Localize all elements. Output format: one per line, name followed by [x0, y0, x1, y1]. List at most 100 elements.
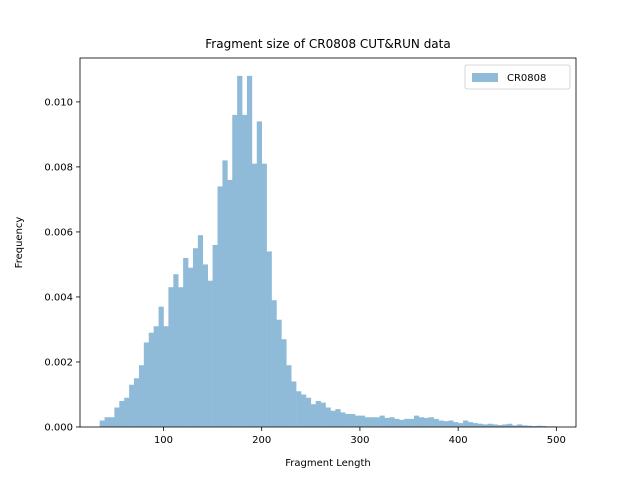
histogram-bar — [266, 251, 272, 427]
histogram-bar — [502, 424, 508, 427]
histogram-bar — [138, 365, 145, 427]
histogram-bar — [536, 425, 542, 427]
histogram-bar — [409, 418, 415, 427]
histogram-bar — [197, 235, 204, 427]
histogram-bar — [153, 326, 159, 427]
histogram-bar — [242, 114, 248, 427]
legend-swatch — [472, 73, 498, 82]
histogram-bar — [134, 378, 140, 427]
x-axis-ticks: 100 200 300 400 500 — [154, 427, 566, 446]
histogram-bar — [178, 287, 184, 427]
histogram-bar — [482, 424, 488, 427]
histogram-bar — [163, 326, 169, 427]
histogram-bar — [467, 422, 474, 427]
histogram-bar — [256, 121, 263, 427]
histogram-bar — [129, 384, 135, 427]
histogram-bar — [305, 397, 312, 427]
histogram-bar — [350, 413, 356, 427]
x-axis-label: Fragment Length — [285, 458, 370, 469]
histogram-bar — [374, 417, 380, 427]
histogram-bar — [458, 423, 464, 427]
y-tick-label: 0.006 — [44, 227, 73, 238]
legend-label: CR0808 — [507, 73, 546, 84]
histogram-bars — [99, 75, 557, 428]
histogram-bar — [300, 394, 307, 427]
histogram-bar — [463, 420, 469, 427]
histogram-bar — [227, 179, 233, 427]
histogram-bar — [158, 306, 164, 427]
y-tick-label: 0.008 — [44, 162, 73, 173]
histogram-bar — [364, 417, 371, 427]
histogram-bar — [246, 75, 253, 428]
histogram-bar — [232, 114, 238, 427]
histogram-bar — [251, 163, 258, 427]
y-axis-label: Frequency — [14, 217, 25, 269]
histogram-bar — [237, 75, 243, 428]
histogram-bar — [183, 257, 189, 427]
histogram-bar — [394, 418, 400, 427]
histogram-bar — [296, 391, 302, 427]
histogram-bar — [271, 300, 277, 427]
x-tick-label: 400 — [449, 435, 468, 446]
histogram-bar — [104, 417, 110, 427]
histogram-bar — [512, 425, 518, 427]
histogram-bar — [433, 418, 439, 427]
histogram-bar — [404, 418, 410, 427]
chart-title: Fragment size of CR0808 CUT&RUN data — [205, 37, 450, 51]
histogram-bar — [143, 342, 150, 427]
histogram-bar — [168, 287, 174, 427]
histogram-bar — [276, 319, 282, 427]
histogram-bar — [487, 423, 493, 427]
histogram-bar — [472, 423, 479, 427]
x-tick-label: 300 — [350, 435, 369, 446]
histogram-bar — [222, 160, 228, 427]
y-tick-label: 0.004 — [44, 292, 73, 303]
histogram-bar — [345, 413, 351, 427]
histogram-bar — [521, 425, 528, 427]
histogram-bar — [340, 412, 346, 427]
histogram-bar — [325, 407, 331, 427]
histogram-bar — [202, 264, 208, 427]
histogram-bar — [526, 425, 533, 427]
histogram-bar — [492, 424, 498, 427]
histogram-bar — [330, 410, 336, 427]
histogram-bar — [517, 424, 523, 427]
histogram-bar — [207, 280, 213, 427]
x-tick-label: 100 — [154, 435, 173, 446]
histogram-bar — [507, 423, 513, 427]
histogram-bar — [148, 332, 154, 427]
histogram-bar — [173, 274, 179, 427]
histogram-bar — [497, 425, 503, 427]
histogram-bar — [477, 423, 483, 427]
y-tick-label: 0.010 — [44, 97, 73, 108]
y-axis-ticks: 0.000 0.002 0.004 0.006 0.008 0.010 — [44, 97, 80, 434]
histogram-bar — [109, 417, 115, 427]
histogram-bar — [119, 400, 125, 427]
histogram-bar — [418, 417, 425, 427]
histogram-bar — [448, 420, 454, 427]
histogram-bar — [217, 186, 223, 427]
x-tick-label: 200 — [252, 435, 271, 446]
histogram-bar — [443, 421, 449, 427]
histogram-bar — [310, 404, 317, 427]
histogram-bar — [453, 422, 459, 427]
histogram-bar — [315, 400, 321, 427]
histogram-bar — [541, 426, 547, 427]
histogram-bar — [428, 417, 434, 427]
histogram-bar — [114, 407, 120, 427]
histogram-bar — [359, 415, 366, 427]
histogram-bar — [531, 426, 538, 427]
histogram-bar — [188, 267, 194, 427]
y-tick-label: 0.002 — [44, 357, 73, 368]
histogram-bar — [369, 417, 375, 427]
histogram-bar — [286, 365, 292, 427]
legend: CR0808 — [464, 64, 571, 90]
histogram-bar — [124, 397, 130, 427]
histogram-bar — [335, 409, 341, 427]
histogram-bar — [413, 415, 420, 427]
histogram-bar — [281, 339, 287, 427]
histogram-bar — [192, 248, 199, 427]
histogram-bar — [389, 417, 395, 427]
histogram-bar — [384, 417, 390, 427]
